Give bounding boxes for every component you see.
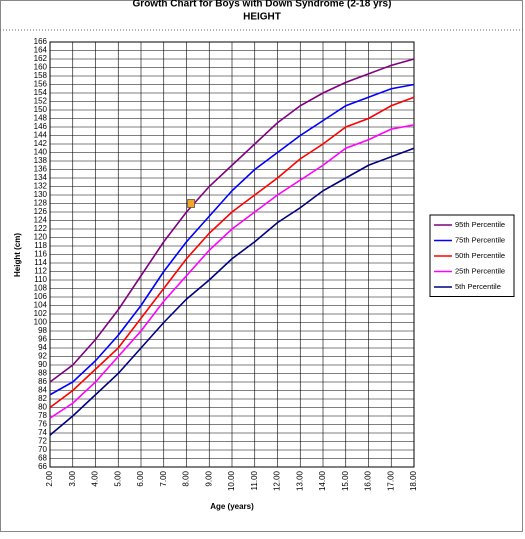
y-tick-label: 110 <box>34 275 47 284</box>
y-tick-label: 120 <box>34 233 48 242</box>
y-tick-label: 68 <box>38 454 47 463</box>
x-tick-label: 5.00 <box>113 470 122 486</box>
y-tick-label: 70 <box>38 445 47 454</box>
y-tick-label: 92 <box>38 352 47 361</box>
y-tick-label: 88 <box>38 369 47 378</box>
y-tick-label: 128 <box>34 199 48 208</box>
series-line <box>49 58 415 383</box>
series-line <box>49 124 415 419</box>
x-tick-label: 4.00 <box>91 470 100 486</box>
x-tick-label: 6.00 <box>136 470 145 486</box>
y-tick-label: 80 <box>38 403 47 412</box>
x-tick-label: 11.00 <box>250 470 259 490</box>
y-tick-label: 134 <box>34 173 48 182</box>
y-tick-label: 104 <box>34 301 48 310</box>
chart-subtitle: HEIGHT <box>243 12 281 23</box>
x-tick-label: 9.00 <box>204 470 213 486</box>
y-tick-label: 138 <box>34 156 48 165</box>
y-tick-label: 96 <box>38 335 47 344</box>
y-tick-label: 126 <box>34 207 48 216</box>
series-line <box>49 96 415 409</box>
x-tick-label: 2.00 <box>45 470 54 486</box>
y-tick-label: 84 <box>38 386 47 395</box>
x-tick-label: 10.00 <box>227 470 236 491</box>
y-tick-label: 144 <box>34 131 48 140</box>
x-tick-label: 13.00 <box>295 470 304 491</box>
y-tick-label: 98 <box>38 326 47 335</box>
y-tick-label: 118 <box>34 241 47 250</box>
series-line <box>49 147 415 436</box>
y-tick-label: 74 <box>38 428 47 437</box>
y-tick-label: 154 <box>34 88 48 97</box>
y-tick-label: 82 <box>38 394 47 403</box>
x-tick-label: 3.00 <box>68 470 77 486</box>
y-tick-label: 124 <box>34 216 48 225</box>
x-tick-label: 14.00 <box>318 470 327 491</box>
x-tick-label: 17.00 <box>386 470 395 491</box>
x-tick-label: 12.00 <box>273 470 282 491</box>
y-tick-label: 136 <box>34 165 48 174</box>
y-tick-label: 90 <box>38 360 47 369</box>
y-tick-label: 78 <box>38 411 47 420</box>
legend-label: 50th Percentile <box>455 251 505 260</box>
y-tick-label: 102 <box>34 309 48 318</box>
point-marker <box>187 199 195 208</box>
y-tick-label: 158 <box>34 71 48 80</box>
legend-label: 5th Percentile <box>455 282 501 291</box>
y-tick-label: 164 <box>34 46 48 55</box>
y-axis-label: Height (cm) <box>13 233 22 277</box>
y-tick-label: 142 <box>34 139 48 148</box>
legend-label: 25th Percentile <box>455 266 505 275</box>
x-tick-label: 8.00 <box>182 470 191 486</box>
y-tick-label: 160 <box>34 63 48 72</box>
y-tick-label: 156 <box>34 80 48 89</box>
y-tick-label: 100 <box>34 318 48 327</box>
y-tick-label: 114 <box>34 258 47 267</box>
legend-label: 75th Percentile <box>455 235 505 244</box>
y-tick-label: 146 <box>34 122 48 131</box>
x-tick-label: 7.00 <box>159 470 168 486</box>
y-tick-label: 66 <box>38 462 47 471</box>
y-tick-label: 122 <box>34 224 48 233</box>
y-tick-label: 140 <box>34 148 48 157</box>
y-tick-label: 132 <box>34 182 48 191</box>
y-tick-label: 108 <box>34 284 48 293</box>
x-tick-label: 16.00 <box>364 470 373 491</box>
y-tick-label: 86 <box>38 377 47 386</box>
y-tick-label: 150 <box>34 105 48 114</box>
y-tick-label: 130 <box>34 190 48 199</box>
chart-title: Growth Chart for Boys with Down Syndrome… <box>133 0 392 10</box>
y-tick-label: 116 <box>34 250 47 259</box>
y-tick-label: 148 <box>34 114 48 123</box>
legend-label: 95th Percentile <box>455 220 505 229</box>
y-tick-label: 162 <box>34 54 48 63</box>
x-axis-label: Age (years) <box>210 502 254 511</box>
y-tick-label: 72 <box>38 437 47 446</box>
y-tick-label: 166 <box>34 37 48 46</box>
x-tick-label: 15.00 <box>341 470 350 491</box>
y-tick-label: 106 <box>34 292 48 301</box>
y-tick-label: 152 <box>34 97 48 106</box>
series-line <box>49 83 415 396</box>
x-tick-label: 18.00 <box>409 470 418 491</box>
y-tick-label: 76 <box>38 420 47 429</box>
y-tick-label: 94 <box>38 343 47 352</box>
y-tick-label: 112 <box>34 267 47 276</box>
